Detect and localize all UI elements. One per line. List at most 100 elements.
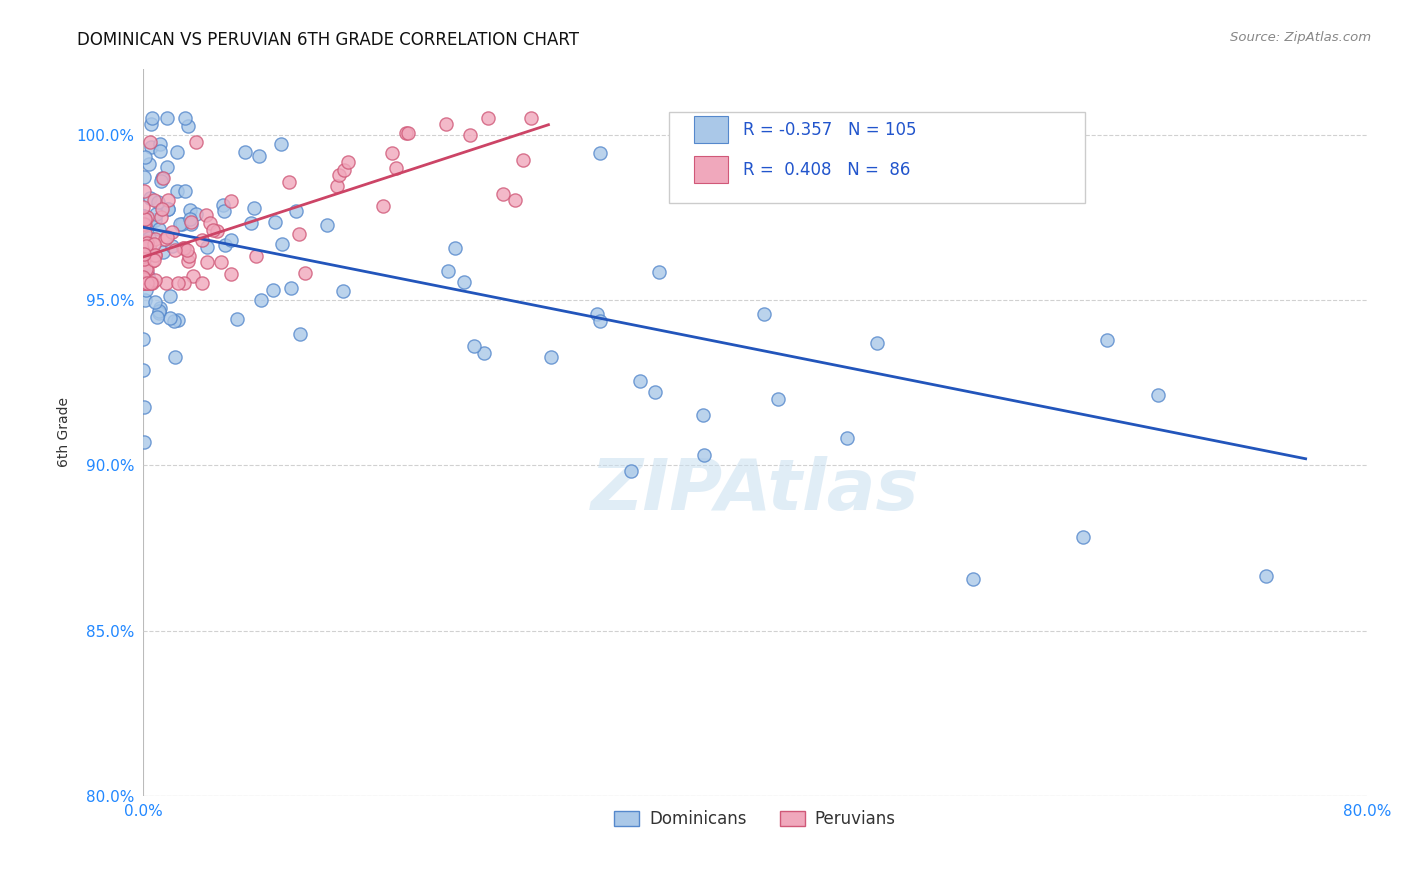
Point <box>134 184 156 198</box>
Point <box>381 146 404 161</box>
Point <box>135 277 157 291</box>
Point <box>134 219 156 233</box>
Point <box>156 193 179 207</box>
Point <box>149 301 172 315</box>
Point <box>219 267 242 281</box>
Point <box>150 170 173 185</box>
Point <box>326 179 349 194</box>
Point <box>191 234 214 248</box>
Point <box>141 111 163 125</box>
Point <box>233 145 256 160</box>
Point <box>132 247 155 261</box>
Point <box>135 235 157 250</box>
Point <box>692 408 714 422</box>
Point <box>589 313 612 327</box>
Point <box>177 254 200 268</box>
Point <box>463 338 485 352</box>
Text: ZIPAtlas: ZIPAtlas <box>591 456 920 525</box>
Point <box>132 362 155 376</box>
Text: R = -0.357   N = 105: R = -0.357 N = 105 <box>742 120 917 138</box>
Point <box>143 272 166 286</box>
Point <box>226 312 249 326</box>
Point <box>142 252 165 267</box>
Point <box>328 169 350 183</box>
Point <box>157 202 180 217</box>
Point <box>174 111 197 125</box>
Point <box>138 231 160 245</box>
Point <box>262 283 284 297</box>
Point <box>132 238 155 252</box>
Point <box>155 111 177 125</box>
Point <box>250 293 273 307</box>
Point <box>585 308 607 322</box>
Point <box>336 155 359 169</box>
Point <box>962 572 984 586</box>
Point <box>132 270 155 285</box>
Point <box>186 207 208 221</box>
Point <box>142 236 165 251</box>
Point <box>132 260 155 275</box>
Point <box>290 327 312 342</box>
Point <box>371 199 394 213</box>
Point <box>145 207 167 221</box>
Point <box>139 118 162 132</box>
Point <box>316 218 339 232</box>
Point <box>191 277 214 291</box>
Point <box>134 272 156 286</box>
Point <box>837 432 859 446</box>
Point <box>134 209 156 223</box>
Point <box>132 252 155 267</box>
Point <box>620 464 643 478</box>
Point <box>134 150 156 164</box>
Point <box>138 157 160 171</box>
Point <box>768 392 790 407</box>
Point <box>165 350 187 364</box>
Point <box>166 184 188 198</box>
Point <box>134 293 156 307</box>
Point <box>134 211 156 226</box>
Point <box>288 227 311 241</box>
Point <box>458 128 481 143</box>
Point <box>138 277 160 291</box>
Point <box>277 175 299 189</box>
Point <box>280 281 302 295</box>
Point <box>166 145 188 160</box>
Point <box>179 211 201 226</box>
Point <box>146 194 169 209</box>
Point <box>132 209 155 223</box>
Point <box>132 332 155 346</box>
Point <box>169 217 191 231</box>
Point <box>212 198 235 212</box>
Point <box>139 140 162 154</box>
Point <box>157 202 180 216</box>
Point <box>136 248 159 262</box>
Point <box>477 111 499 125</box>
Point <box>141 253 163 268</box>
Point <box>136 263 159 277</box>
Point <box>146 310 169 325</box>
Point <box>264 215 287 229</box>
Text: Source: ZipAtlas.com: Source: ZipAtlas.com <box>1230 31 1371 45</box>
Point <box>540 350 562 364</box>
Point <box>132 248 155 262</box>
Point <box>134 226 156 240</box>
Point <box>219 233 242 247</box>
Point <box>198 216 221 230</box>
Point <box>503 194 526 208</box>
Point <box>181 268 204 283</box>
Point <box>170 217 193 231</box>
Point <box>491 186 513 201</box>
Point <box>132 401 155 415</box>
Point <box>136 236 159 251</box>
Point <box>1071 530 1094 544</box>
Point <box>135 239 157 253</box>
Point <box>155 277 177 291</box>
Point <box>159 289 181 303</box>
Point <box>1147 388 1170 402</box>
Point <box>177 250 200 264</box>
Point <box>149 137 172 152</box>
Point <box>245 249 267 263</box>
Point <box>212 203 235 218</box>
Point <box>163 243 186 257</box>
Point <box>173 277 195 291</box>
